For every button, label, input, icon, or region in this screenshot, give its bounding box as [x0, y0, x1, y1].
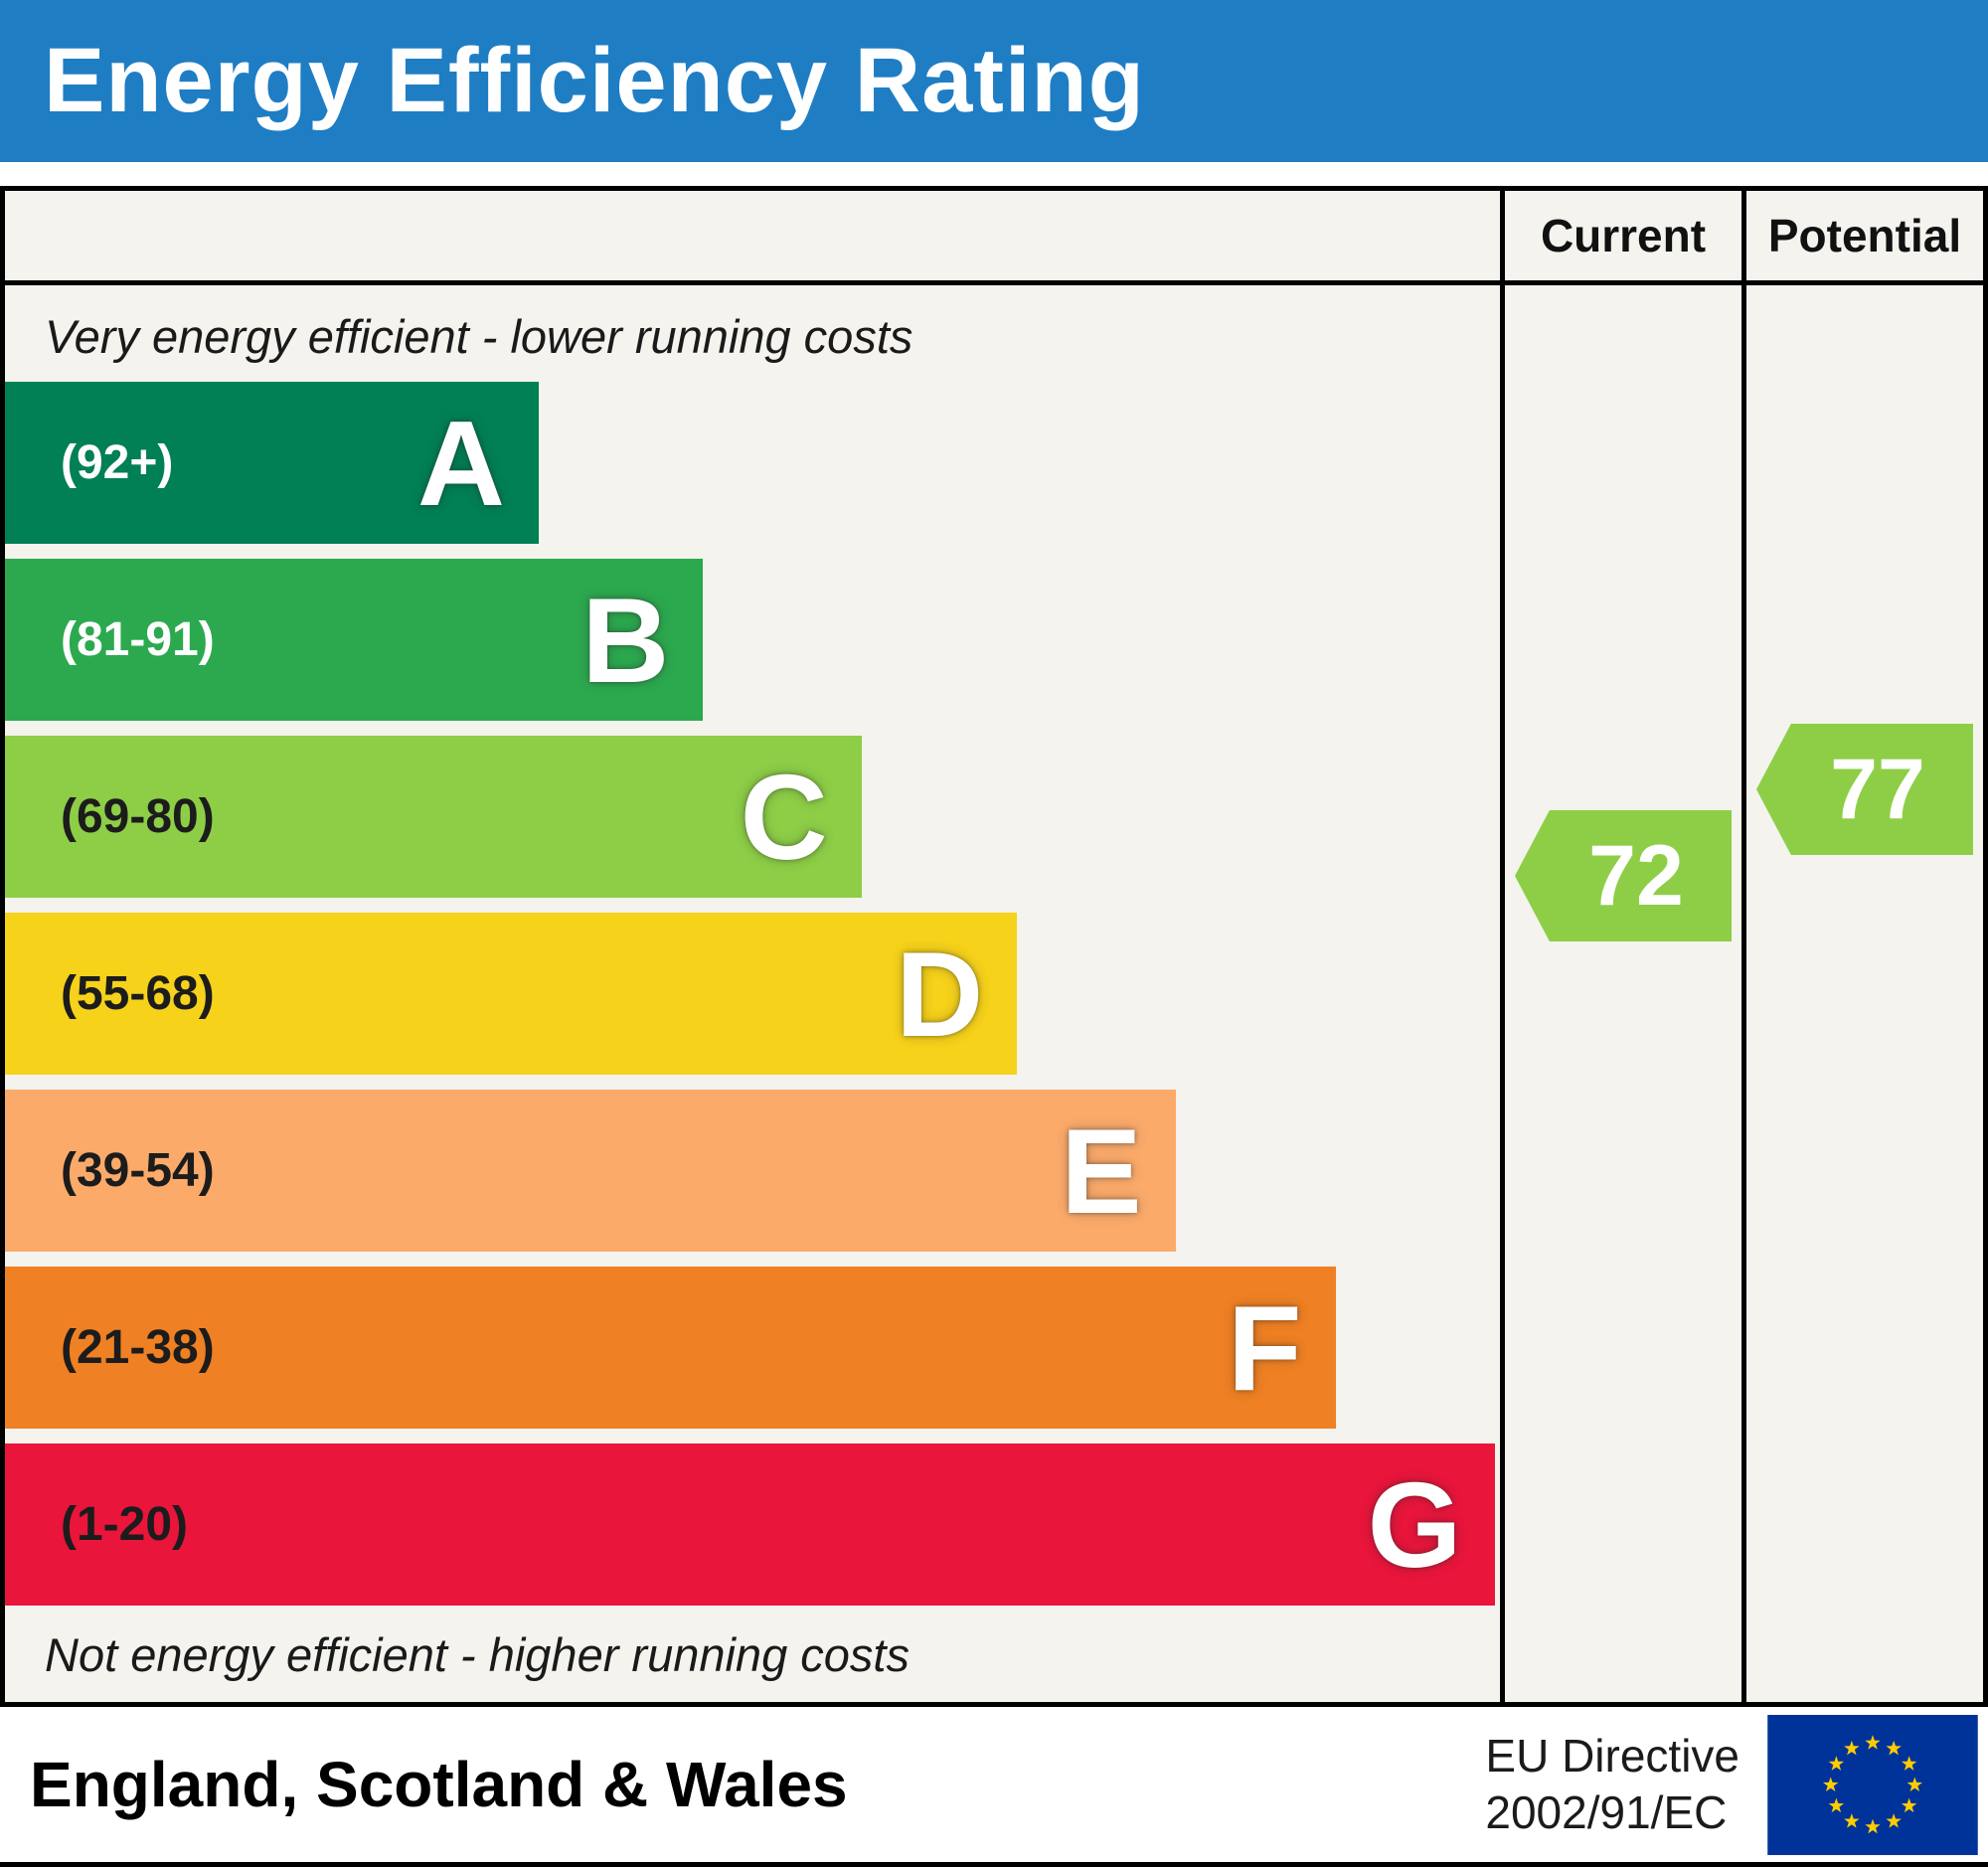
eu-flag-icon	[1767, 1714, 1978, 1855]
band-letter: D	[896, 926, 984, 1062]
band-letter: A	[416, 395, 505, 531]
potential-column: 77	[1741, 285, 1983, 1702]
band-range-label: (81-91)	[61, 613, 215, 666]
potential-column-header: Potential	[1741, 191, 1983, 285]
band-range-label: (55-68)	[61, 967, 215, 1020]
current-column: 72	[1500, 285, 1741, 1702]
band-row-a: (92+) A	[5, 382, 539, 544]
band-row-e: (39-54) E	[5, 1090, 1176, 1252]
band-row-f: (21-38) F	[5, 1267, 1336, 1429]
band-row-b: (81-91) B	[5, 559, 704, 721]
footer: England, Scotland & Wales EU Directive 2…	[0, 1707, 1988, 1867]
band-letter: E	[1061, 1103, 1142, 1239]
page-title: Energy Efficiency Rating	[44, 30, 1145, 131]
band-range-label: (39-54)	[61, 1144, 215, 1197]
band-letter: G	[1367, 1456, 1462, 1593]
band-letter: C	[740, 749, 828, 885]
energy-rating-chart: Current Potential Very energy efficient …	[0, 186, 1988, 1707]
header-spacer	[5, 191, 1500, 285]
band-row-c: (69-80) C	[5, 736, 862, 898]
title-bar: Energy Efficiency Rating	[0, 0, 1988, 162]
footer-right: EU Directive 2002/91/EC	[1485, 1714, 1978, 1855]
bands-area: Very energy efficient - lower running co…	[5, 285, 1500, 1702]
band-range-label: (69-80)	[61, 790, 215, 843]
potential-rating-arrow: 77	[1756, 724, 1973, 855]
eu-directive-line2: 2002/91/EC	[1485, 1786, 1728, 1838]
band-list: (92+) A (81-91) B (69-80) C (55-68) D (3…	[5, 382, 1500, 1606]
band-letter: F	[1228, 1279, 1302, 1416]
bottom-note: Not energy efficient - higher running co…	[45, 1628, 910, 1681]
band-range-label: (92+)	[61, 436, 174, 489]
eu-directive-line1: EU Directive	[1485, 1729, 1740, 1782]
top-note: Very energy efficient - lower running co…	[45, 310, 913, 363]
band-range-label: (1-20)	[61, 1498, 189, 1551]
current-rating-arrow: 72	[1515, 810, 1732, 941]
region-label: England, Scotland & Wales	[30, 1749, 848, 1820]
current-column-header: Current	[1500, 191, 1741, 285]
potential-rating-value: 77	[1830, 741, 1925, 837]
eu-directive-label: EU Directive 2002/91/EC	[1485, 1728, 1740, 1842]
band-letter: B	[581, 572, 670, 708]
band-row-g: (1-20) G	[5, 1443, 1496, 1606]
current-rating-value: 72	[1588, 827, 1684, 924]
band-row-d: (55-68) D	[5, 913, 1018, 1075]
band-range-label: (21-38)	[61, 1321, 215, 1374]
